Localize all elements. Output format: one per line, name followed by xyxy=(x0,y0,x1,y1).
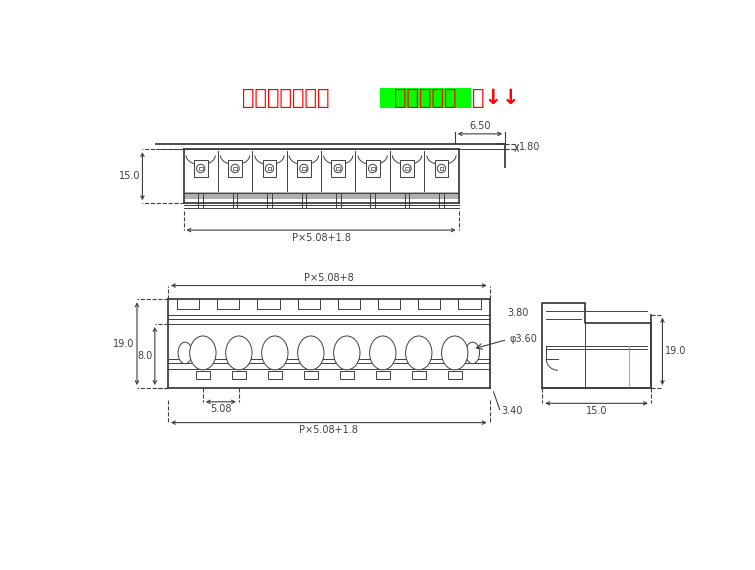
Text: （描述最下方有: （描述最下方有 xyxy=(242,88,329,108)
Text: φ3.60: φ3.60 xyxy=(509,335,537,344)
Ellipse shape xyxy=(226,336,252,370)
Ellipse shape xyxy=(334,336,360,370)
Ellipse shape xyxy=(370,336,396,370)
Bar xyxy=(196,371,210,378)
Ellipse shape xyxy=(297,336,324,370)
Bar xyxy=(448,371,462,378)
Ellipse shape xyxy=(405,336,432,370)
Ellipse shape xyxy=(300,164,308,173)
Bar xyxy=(376,371,390,378)
Bar xyxy=(297,160,311,177)
Bar xyxy=(194,160,208,177)
Text: 19.0: 19.0 xyxy=(113,339,134,349)
Ellipse shape xyxy=(262,336,288,370)
Text: 3.40: 3.40 xyxy=(501,406,522,416)
Bar xyxy=(228,160,242,177)
Ellipse shape xyxy=(196,164,205,173)
Bar xyxy=(302,166,306,170)
Text: 8.0: 8.0 xyxy=(137,351,153,361)
Ellipse shape xyxy=(403,164,411,173)
Bar xyxy=(439,166,443,170)
Ellipse shape xyxy=(178,342,192,364)
Text: 5.08: 5.08 xyxy=(210,404,232,414)
Text: ）↓↓: ）↓↓ xyxy=(472,88,519,108)
Text: 1.80: 1.80 xyxy=(519,141,541,152)
Bar xyxy=(340,371,354,378)
Bar xyxy=(336,166,341,170)
Bar xyxy=(233,166,237,170)
Text: P×5.08+8: P×5.08+8 xyxy=(304,273,353,283)
Bar xyxy=(267,166,271,170)
Ellipse shape xyxy=(442,336,468,370)
Bar xyxy=(232,371,246,378)
Ellipse shape xyxy=(437,164,445,173)
Ellipse shape xyxy=(368,164,377,173)
Text: 19.0: 19.0 xyxy=(664,347,686,356)
Bar xyxy=(331,160,345,177)
Bar xyxy=(268,371,282,378)
Text: P×5.08+1.8: P×5.08+1.8 xyxy=(291,233,350,243)
Bar xyxy=(411,371,426,378)
Bar xyxy=(304,371,318,378)
Bar xyxy=(435,160,448,177)
Text: 6.50: 6.50 xyxy=(469,121,491,131)
Bar xyxy=(400,160,414,177)
Text: 接线尺寸图: 接线尺寸图 xyxy=(394,88,457,108)
Ellipse shape xyxy=(334,164,342,173)
Ellipse shape xyxy=(265,164,273,173)
Text: P×5.08+1.8: P×5.08+1.8 xyxy=(300,425,359,435)
Bar xyxy=(199,166,202,170)
Ellipse shape xyxy=(190,336,216,370)
Bar xyxy=(405,166,409,170)
Text: 3.80: 3.80 xyxy=(507,308,528,318)
Text: 15.0: 15.0 xyxy=(119,171,140,181)
Ellipse shape xyxy=(231,164,239,173)
Bar xyxy=(365,160,380,177)
Text: 15.0: 15.0 xyxy=(586,406,607,416)
FancyBboxPatch shape xyxy=(380,88,471,108)
Ellipse shape xyxy=(466,342,479,364)
Bar xyxy=(183,192,458,200)
Bar xyxy=(371,166,374,170)
Bar xyxy=(263,160,276,177)
